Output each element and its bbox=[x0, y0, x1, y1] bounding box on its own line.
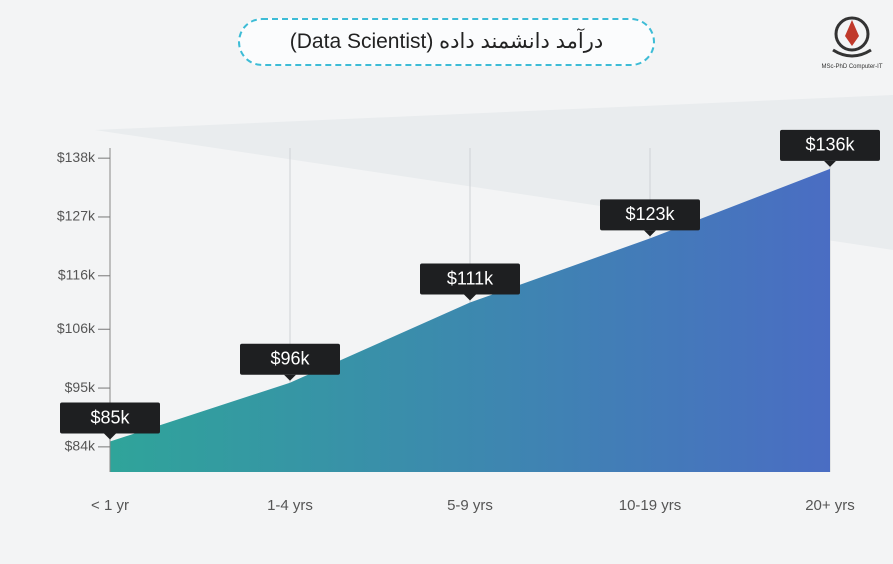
y-tick-label: $116k bbox=[58, 266, 96, 282]
chart-title: درآمد دانشمند داده (Data Scientist) bbox=[238, 18, 655, 66]
value-label-box bbox=[240, 343, 340, 375]
value-label-box bbox=[780, 129, 880, 161]
value-label: $136k bbox=[805, 135, 855, 155]
x-tick-label: 1-4 yrs bbox=[267, 497, 313, 514]
logo-text: MSc-PhD Computer-IT bbox=[821, 64, 883, 70]
value-label: $111k bbox=[447, 268, 494, 288]
value-label-box bbox=[420, 263, 520, 295]
logo-icon bbox=[832, 16, 872, 58]
y-tick-label: $95k bbox=[65, 379, 96, 395]
value-label-box bbox=[600, 199, 700, 231]
x-tick-label: 5-9 yrs bbox=[447, 497, 493, 514]
value-label-pointer bbox=[644, 230, 656, 237]
area bbox=[110, 168, 830, 472]
y-tick-label: $84k bbox=[65, 438, 96, 454]
value-label-pointer bbox=[284, 374, 296, 381]
x-tick-label: < 1 yr bbox=[91, 497, 129, 514]
x-tick-label: 10-19 yrs bbox=[619, 497, 682, 514]
y-tick-label: $127k bbox=[57, 208, 96, 224]
value-label-pointer bbox=[104, 433, 116, 440]
x-tick-label: 20+ yrs bbox=[805, 497, 855, 514]
value-label: $123k bbox=[625, 204, 675, 224]
logo: MSc-PhD Computer-IT bbox=[818, 12, 886, 70]
value-label-pointer bbox=[824, 160, 836, 167]
y-tick-label: $106k bbox=[57, 320, 96, 336]
value-label: $96k bbox=[270, 348, 310, 368]
y-tick-label: $138k bbox=[57, 149, 96, 165]
value-label: $85k bbox=[90, 407, 130, 427]
value-label-pointer bbox=[464, 294, 476, 301]
value-label-box bbox=[60, 402, 160, 434]
